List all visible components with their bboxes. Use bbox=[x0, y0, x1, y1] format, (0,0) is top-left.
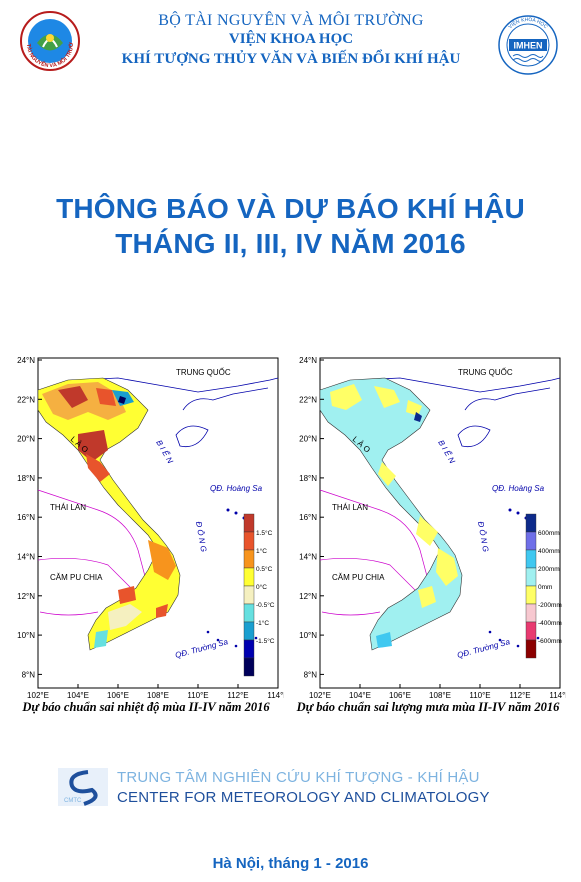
legend-swatch bbox=[525, 531, 537, 551]
lat-label: 24°N bbox=[299, 356, 317, 365]
label-china: TRUNG QUỐC bbox=[458, 367, 513, 377]
legend-swatch bbox=[243, 639, 255, 659]
footer-place-date: Hà Nội, tháng 1 - 2016 bbox=[212, 855, 369, 872]
center-logo-text: CMTC bbox=[64, 798, 82, 804]
lat-label: 22°N bbox=[17, 395, 35, 404]
imhen-logo-text: IMHEN bbox=[514, 41, 543, 51]
lat-label: 12°N bbox=[299, 592, 317, 601]
legend-swatch bbox=[243, 657, 255, 677]
legend-label: 0°C bbox=[256, 583, 267, 591]
lon-label: 102°E bbox=[27, 691, 49, 700]
rainfall-legend: 600mm 400mm 200mm 0mm -200mm -400mm -600mm bbox=[525, 513, 562, 659]
lat-label: 12°N bbox=[17, 592, 35, 601]
legend-label: 600mm bbox=[538, 530, 560, 537]
legend-swatch bbox=[525, 585, 537, 605]
lat-label: 10°N bbox=[17, 631, 35, 640]
lon-label: 102°E bbox=[309, 691, 331, 700]
legend-label: -400mm bbox=[538, 620, 562, 627]
institute-full-name: KHÍ TƯỢNG THỦY VĂN VÀ BIẾN ĐỔI KHÍ HẬU bbox=[121, 51, 461, 67]
legend-label: 1.5°C bbox=[256, 529, 273, 537]
lon-label: 112°E bbox=[509, 691, 530, 700]
latitude-axis: 24°N 22°N 20°N 18°N 16°N 14°N 12°N 10°N 8°N bbox=[17, 356, 42, 679]
lat-label: 18°N bbox=[299, 474, 317, 483]
lat-label: 8°N bbox=[22, 670, 36, 679]
legend-label: -200mm bbox=[538, 602, 562, 609]
legend-swatch bbox=[525, 549, 537, 569]
legend-label: 200mm bbox=[538, 566, 560, 573]
longitude-axis: 102°E 104°E 106°E 108°E 110°E 112°E 114°E bbox=[27, 684, 284, 700]
legend-label: 1°C bbox=[256, 547, 267, 555]
legend-swatch bbox=[525, 639, 537, 659]
ministry-name: BỘ TÀI NGUYÊN VÀ MÔI TRƯỜNG bbox=[158, 12, 424, 29]
vietnam-rainfall-field bbox=[319, 377, 463, 651]
legend-label: 400mm bbox=[538, 548, 560, 555]
lon-label: 108°E bbox=[429, 691, 451, 700]
lon-label: 112°E bbox=[227, 691, 248, 700]
label-china: TRUNG QUỐC bbox=[176, 367, 231, 377]
legend-swatch bbox=[243, 549, 255, 569]
lat-label: 10°N bbox=[299, 631, 317, 640]
imhen-logo: IMHEN VIỆN KHOA HỌC bbox=[498, 15, 558, 75]
legend-label: 0mm bbox=[538, 584, 552, 591]
legend-swatch bbox=[243, 513, 255, 533]
lon-label: 114°E bbox=[549, 691, 566, 700]
label-cambodia: CĂM PU CHIA bbox=[332, 573, 385, 582]
legend-label: -0.5°C bbox=[256, 601, 275, 609]
temperature-map-caption: Dự báo chuẩn sai nhiệt độ mùa II-IV năm … bbox=[22, 700, 270, 714]
country-borders bbox=[37, 489, 147, 616]
lat-label: 20°N bbox=[17, 435, 35, 444]
legend-swatch bbox=[243, 603, 255, 623]
institute-name: VIỆN KHOA HỌC bbox=[228, 31, 354, 47]
country-borders bbox=[319, 489, 429, 616]
rainfall-anomaly-map: 600mm 400mm 200mm 0mm -200mm -400mm -600mm 24°… bbox=[299, 356, 566, 700]
legend-swatch bbox=[243, 531, 255, 551]
label-hoang-sa: QĐ. Hoàng Sa bbox=[210, 484, 263, 493]
islands bbox=[206, 508, 258, 648]
lon-label: 104°E bbox=[349, 691, 371, 700]
legend-label: -1.5°C bbox=[256, 637, 275, 645]
lat-label: 24°N bbox=[17, 356, 35, 365]
lat-label: 8°N bbox=[304, 670, 318, 679]
label-hoang-sa: QĐ. Hoàng Sa bbox=[492, 484, 545, 493]
legend-label: -600mm bbox=[538, 638, 562, 645]
lat-label: 14°N bbox=[17, 553, 35, 562]
temperature-anomaly-map: 1.5°C 1°C 0.5°C 0°C -0.5°C -1°C -1.5°C 24°N 22°… bbox=[17, 356, 284, 700]
report-title-line2: THÁNG II, III, IV NĂM 2016 bbox=[115, 228, 466, 259]
lon-label: 104°E bbox=[67, 691, 89, 700]
legend-swatch bbox=[525, 567, 537, 587]
label-thailand: THÁI LAN bbox=[50, 503, 86, 512]
lon-label: 106°E bbox=[389, 691, 411, 700]
lat-label: 14°N bbox=[299, 553, 317, 562]
legend-swatch bbox=[525, 603, 537, 623]
lon-label: 110°E bbox=[469, 691, 490, 700]
lat-label: 16°N bbox=[17, 513, 35, 522]
latitude-axis: 24°N 22°N 20°N 18°N 16°N 14°N 12°N 10°N 8°N bbox=[299, 356, 324, 679]
longitude-axis: 102°E 104°E 106°E 108°E 110°E 112°E 114°E bbox=[309, 684, 566, 700]
legend-label: -1°C bbox=[256, 619, 269, 627]
lat-label: 18°N bbox=[17, 474, 35, 483]
lon-label: 114°E bbox=[267, 691, 284, 700]
legend-swatch bbox=[525, 513, 537, 533]
legend-swatch bbox=[243, 567, 255, 587]
lon-label: 106°E bbox=[107, 691, 129, 700]
legend-label: 0.5°C bbox=[256, 565, 273, 573]
center-name-vi: TRUNG TÂM NGHIÊN CỨU KHÍ TƯỢNG - KHÍ HẬU bbox=[117, 769, 480, 786]
vietnam-temperature-field bbox=[37, 377, 181, 651]
label-thailand: THÁI LAN bbox=[332, 503, 368, 512]
lon-label: 110°E bbox=[187, 691, 208, 700]
center-name-en: CENTER FOR METEOROLOGY AND CLIMATOLOGY bbox=[117, 789, 490, 806]
lat-label: 22°N bbox=[299, 395, 317, 404]
legend-swatch bbox=[525, 621, 537, 641]
rainfall-map-caption: Dự báo chuẩn sai lượng mưa mùa II-IV năm… bbox=[296, 700, 560, 714]
lat-label: 20°N bbox=[299, 435, 317, 444]
label-cambodia: CĂM PU CHIA bbox=[50, 573, 103, 582]
center-logo: CMTC bbox=[58, 768, 108, 806]
report-title-line1: THÔNG BÁO VÀ DỰ BÁO KHÍ HẬU bbox=[56, 193, 525, 224]
legend-swatch bbox=[243, 585, 255, 605]
legend-swatch bbox=[243, 621, 255, 641]
lat-label: 16°N bbox=[299, 513, 317, 522]
lon-label: 108°E bbox=[147, 691, 169, 700]
temperature-legend: 1.5°C 1°C 0.5°C 0°C -0.5°C -1°C -1.5°C bbox=[243, 513, 275, 677]
ministry-logo: TÀI NGUYÊN VÀ MÔI TRƯỜNG bbox=[19, 10, 80, 71]
